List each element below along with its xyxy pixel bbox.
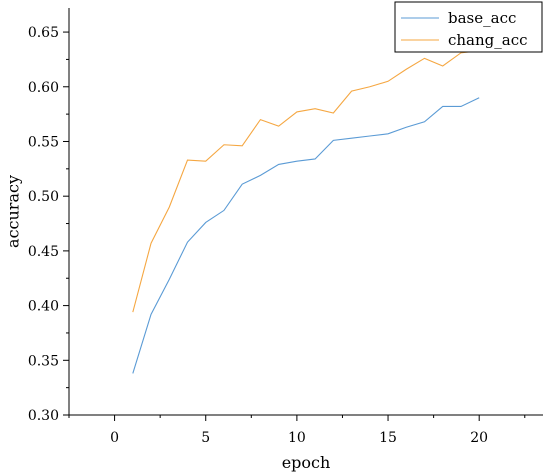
x-tick-label: 5 bbox=[201, 430, 210, 446]
y-tick-label: 0.55 bbox=[28, 134, 59, 150]
axes bbox=[68, 8, 543, 416]
legend-label-base-acc: base_acc bbox=[448, 9, 516, 27]
x-axis-title: epoch bbox=[282, 453, 331, 472]
y-tick-label: 0.30 bbox=[28, 408, 59, 424]
x-tick-label: 10 bbox=[288, 430, 306, 446]
y-tick-label: 0.60 bbox=[28, 80, 59, 96]
y-tick-label: 0.40 bbox=[28, 299, 59, 315]
y-tick-label: 0.50 bbox=[28, 189, 59, 205]
legend-label-chang-acc: chang_acc bbox=[448, 31, 528, 49]
legend-box bbox=[394, 1, 543, 53]
series-line-chang-acc bbox=[132, 50, 480, 313]
y-axis-title: accuracy bbox=[4, 175, 23, 248]
y-tick-label: 0.65 bbox=[28, 25, 59, 41]
x-tick-label: 20 bbox=[470, 430, 488, 446]
x-tick-label: 0 bbox=[110, 430, 119, 446]
y-tick-label: 0.35 bbox=[28, 353, 59, 369]
legend: base_acc chang_acc bbox=[394, 1, 543, 53]
tick-marks: 0.30 0.35 0.40 0.45 0.50 0.55 0.60 0.65 0 5 10 15 20 bbox=[28, 25, 526, 446]
series-line-base-acc bbox=[132, 97, 480, 374]
x-tick-label: 15 bbox=[379, 430, 397, 446]
series-layer bbox=[132, 50, 480, 374]
y-tick-label: 0.45 bbox=[28, 244, 59, 260]
